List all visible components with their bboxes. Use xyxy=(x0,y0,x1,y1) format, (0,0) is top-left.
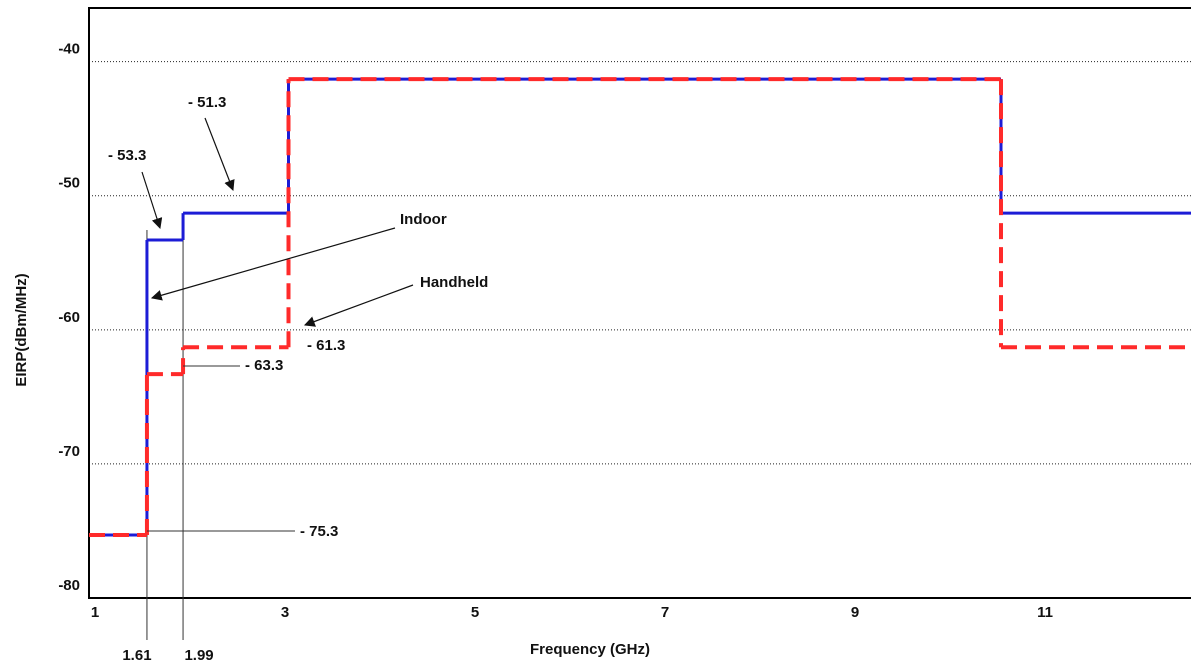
plot-frame xyxy=(88,7,1191,599)
annotation: - 61.3 xyxy=(307,337,345,354)
y-tick-label: -60 xyxy=(58,309,80,326)
x-tick-label: 9 xyxy=(851,604,859,621)
x-tick-label: 7 xyxy=(661,604,669,621)
x-tick-label: 11 xyxy=(1037,604,1053,621)
annotation: - 51.3 xyxy=(188,94,226,111)
x-mark-label: 1.61 xyxy=(122,647,151,664)
y-tick-label: -80 xyxy=(58,577,80,594)
x-tick-label: 5 xyxy=(471,604,479,621)
y-tick-label: -40 xyxy=(58,41,80,58)
annotation: Handheld xyxy=(420,274,488,291)
annotation: - 75.3 xyxy=(300,523,338,540)
annotation: Indoor xyxy=(400,211,447,228)
annotation-arrow xyxy=(150,227,396,301)
annotation-arrow xyxy=(303,284,414,327)
annotation-arrow xyxy=(204,117,235,192)
y-tick-label: -70 xyxy=(58,443,80,460)
annotation: - 53.3 xyxy=(108,147,146,164)
y-axis-label: EIRP(dBm/MHz) xyxy=(13,273,30,386)
annotation-arrow xyxy=(141,171,163,230)
x-axis-label: Frequency (GHz) xyxy=(530,641,650,658)
x-tick-label: 3 xyxy=(281,604,289,621)
x-tick-label: 1 xyxy=(91,604,99,621)
annotation: - 63.3 xyxy=(245,357,283,374)
x-mark-label: 1.99 xyxy=(184,647,213,664)
y-tick-label: -50 xyxy=(58,175,80,192)
